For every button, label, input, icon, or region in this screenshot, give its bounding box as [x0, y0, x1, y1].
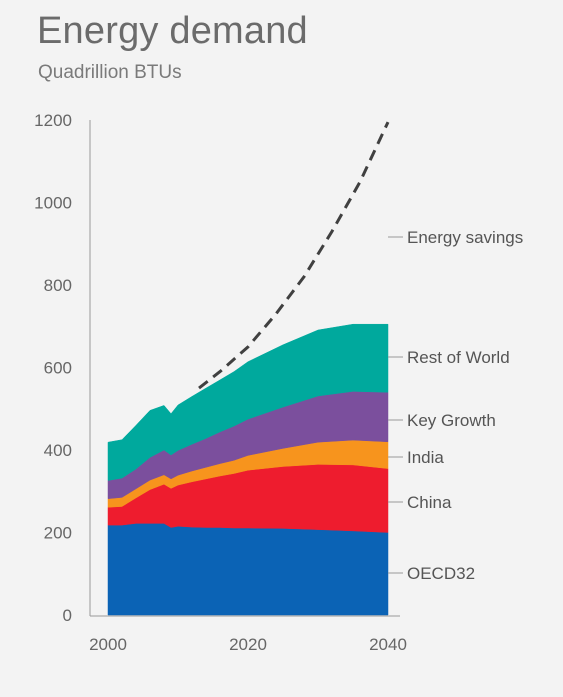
series-label-oecd32: OECD32: [407, 564, 475, 583]
area-rest-of-world: [107, 323, 389, 481]
series-label-rest-of-world: Rest of World: [407, 348, 510, 367]
x-tick-label: 2040: [369, 635, 407, 654]
x-tick-label: 2020: [229, 635, 267, 654]
series-label-key-growth: Key Growth: [407, 411, 496, 430]
x-tick-label: 2000: [89, 635, 127, 654]
series-label-energy-savings: Energy savings: [407, 228, 523, 247]
energy-savings-line: [198, 121, 390, 390]
chart-subtitle: Quadrillion BTUs: [38, 62, 182, 83]
y-tick-label: 1000: [34, 194, 72, 213]
y-tick-label: 600: [44, 359, 72, 378]
series-label-india: India: [407, 448, 444, 467]
y-tick-label: 400: [44, 441, 72, 460]
y-tick-label: 1200: [34, 111, 72, 130]
chart-title: Energy demand: [37, 10, 308, 52]
y-tick-label: 0: [63, 606, 72, 625]
y-tick-label: 200: [44, 524, 72, 543]
series-label-china: China: [407, 493, 452, 512]
area-oecd32: [107, 523, 389, 616]
y-tick-label: 800: [44, 276, 72, 295]
